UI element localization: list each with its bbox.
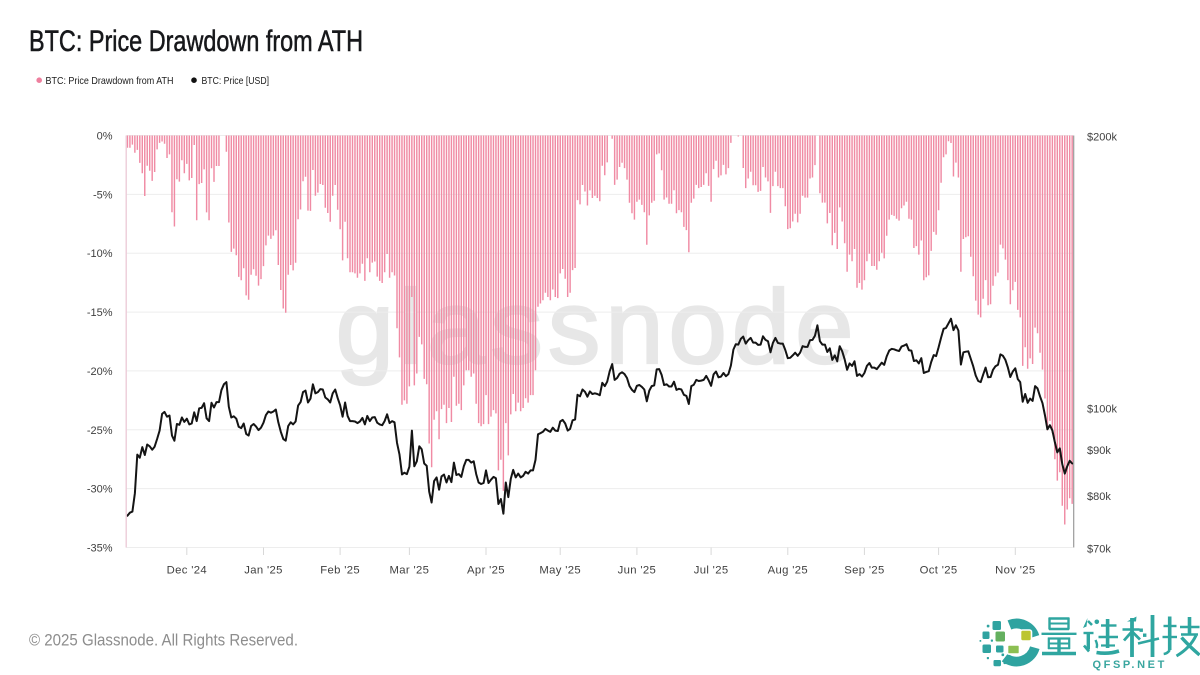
svg-text:$70k: $70k [1087,544,1111,556]
svg-text:Nov '25: Nov '25 [995,565,1035,577]
svg-text:BTC: Price [USD]: BTC: Price [USD] [202,75,270,87]
svg-text:Feb '25: Feb '25 [320,565,360,577]
svg-text:$100k: $100k [1087,404,1117,416]
svg-text:BTC: Price Drawdown from ATH: BTC: Price Drawdown from ATH [29,25,363,58]
svg-text:-25%: -25% [87,425,113,437]
svg-text:Aug '25: Aug '25 [768,565,808,577]
svg-text:Mar '25: Mar '25 [390,565,430,577]
svg-text:$80k: $80k [1087,491,1111,503]
svg-text:$200k: $200k [1087,132,1117,144]
svg-text:$90k: $90k [1087,445,1111,457]
svg-text:Apr '25: Apr '25 [467,565,505,577]
svg-text:May '25: May '25 [539,565,581,577]
svg-text:QFSP.NET: QFSP.NET [1093,659,1167,671]
svg-text:Oct '25: Oct '25 [920,565,958,577]
svg-text:-15%: -15% [87,307,113,319]
svg-text:-10%: -10% [87,248,113,260]
svg-text:Jul '25: Jul '25 [694,565,729,577]
svg-text:© 2025 Glassnode. All Rights R: © 2025 Glassnode. All Rights Reserved. [29,631,298,650]
svg-text:-20%: -20% [87,366,113,378]
svg-text:Jun '25: Jun '25 [618,565,657,577]
svg-text:BTC: Price Drawdown from ATH: BTC: Price Drawdown from ATH [46,75,174,87]
svg-text:Sep '25: Sep '25 [844,565,884,577]
svg-text:-30%: -30% [87,484,113,496]
svg-text:-35%: -35% [87,543,113,555]
svg-text:-5%: -5% [93,189,113,201]
svg-text:0%: 0% [97,131,113,143]
svg-text:Dec '24: Dec '24 [167,565,207,577]
svg-text:Jan '25: Jan '25 [244,565,283,577]
